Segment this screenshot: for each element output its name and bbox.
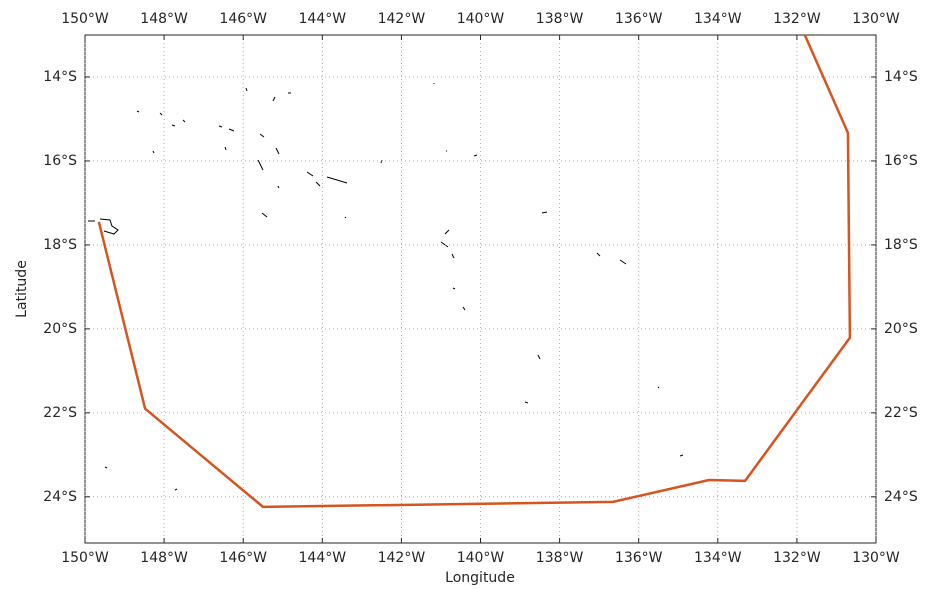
x-tick-label: 140°W: [457, 550, 505, 566]
y-tick-label: 14°S: [43, 69, 77, 85]
y-tick-label: 14°S: [884, 69, 918, 85]
x-tick-label: 138°W: [536, 11, 584, 27]
x-tick-label: 144°W: [299, 11, 347, 27]
islands: [88, 83, 684, 491]
y-axis-label: Latitude: [14, 260, 30, 318]
x-tick-label: 136°W: [615, 11, 663, 27]
x-tick-label: 148°W: [140, 11, 188, 27]
track-line: [97, 34, 852, 509]
island: [88, 218, 119, 235]
y-tick-label: 24°S: [43, 489, 77, 505]
x-tick-label: 136°W: [615, 550, 663, 566]
x-tick-label: 130°W: [852, 550, 900, 566]
x-tick-label: 142°W: [378, 550, 426, 566]
x-tick-label: 134°W: [694, 550, 742, 566]
island: [104, 83, 684, 491]
y-tick-label: 24°S: [884, 489, 918, 505]
y-tick-label: 16°S: [43, 153, 77, 169]
y-tick-label: 22°S: [43, 405, 77, 421]
x-tick-label: 130°W: [852, 11, 900, 27]
x-tick-label: 142°W: [378, 11, 426, 27]
x-tick-label: 150°W: [61, 550, 109, 566]
x-tick-label: 138°W: [536, 550, 584, 566]
x-tick-label: 146°W: [219, 11, 267, 27]
y-tick-label: 22°S: [884, 405, 918, 421]
x-tick-label: 132°W: [773, 11, 821, 27]
x-tick-label: 132°W: [773, 550, 821, 566]
x-tick-label: 134°W: [694, 11, 742, 27]
x-tick-label: 144°W: [299, 550, 347, 566]
y-tick-label: 18°S: [43, 237, 77, 253]
x-tick-label: 140°W: [457, 11, 505, 27]
y-tick-label: 16°S: [884, 153, 918, 169]
x-tick-label: 146°W: [219, 550, 267, 566]
x-tick-label: 150°W: [61, 11, 109, 27]
x-axis-label: Longitude: [445, 570, 515, 586]
x-tick-label: 148°W: [140, 550, 188, 566]
y-tick-label: 18°S: [884, 237, 918, 253]
y-tick-label: 20°S: [884, 321, 918, 337]
y-tick-label: 20°S: [43, 321, 77, 337]
